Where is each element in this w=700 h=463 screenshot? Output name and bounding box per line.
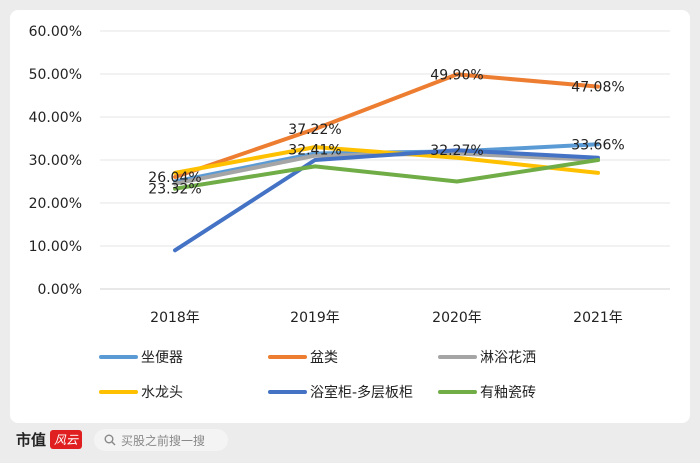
legend-label: 盆类 — [310, 350, 338, 366]
brand-badge: 风云 — [50, 430, 83, 449]
data-label: 33.66% — [571, 137, 624, 153]
series-line — [173, 72, 600, 179]
brand-name: 市值 — [16, 431, 47, 449]
y-tick-label: 30.00% — [29, 153, 82, 169]
chart-card — [10, 10, 690, 423]
y-tick-label: 60.00% — [29, 24, 82, 40]
brand-logo[interactable]: 市值 风云 — [16, 429, 83, 450]
data-label: 49.90% — [430, 67, 483, 83]
data-label: 37.22% — [288, 122, 341, 138]
legend-label: 浴室柜-多层板柜 — [310, 384, 413, 401]
x-tick-label: 2019年 — [290, 310, 340, 326]
series-line — [173, 145, 600, 175]
series-line — [173, 148, 600, 253]
y-tick-label: 0.00% — [38, 282, 82, 298]
y-tick-label: 40.00% — [29, 110, 82, 126]
legend-label: 淋浴花洒 — [480, 350, 536, 366]
search-icon — [104, 434, 116, 446]
legend-label: 有釉瓷砖 — [480, 385, 536, 401]
legend-label: 水龙头 — [141, 385, 183, 401]
data-label: 32.41% — [288, 143, 341, 159]
x-tick-label: 2018年 — [150, 310, 200, 326]
data-label: 47.08% — [571, 80, 624, 96]
line-chart: 0.00% 10.00% 20.00% 30.00% 40.00% 50.00% 60.00… — [29, 24, 670, 401]
y-tick-label: 20.00% — [29, 196, 82, 212]
footer: 市值 风云 买股之前搜一搜 — [0, 423, 700, 463]
legend-label: 坐便器 — [141, 350, 183, 366]
y-tick-label: 10.00% — [29, 239, 82, 255]
series-line — [173, 158, 600, 191]
y-tick-label: 50.00% — [29, 67, 82, 83]
x-tick-label: 2021年 — [573, 310, 623, 326]
search-placeholder: 买股之前搜一搜 — [121, 433, 206, 448]
data-label: 32.27% — [430, 143, 483, 159]
search-box[interactable]: 买股之前搜一搜 — [94, 429, 228, 451]
data-label: 23.32% — [148, 182, 201, 198]
data-label: 26.04% — [148, 170, 201, 186]
x-tick-label: 2020年 — [432, 310, 482, 326]
